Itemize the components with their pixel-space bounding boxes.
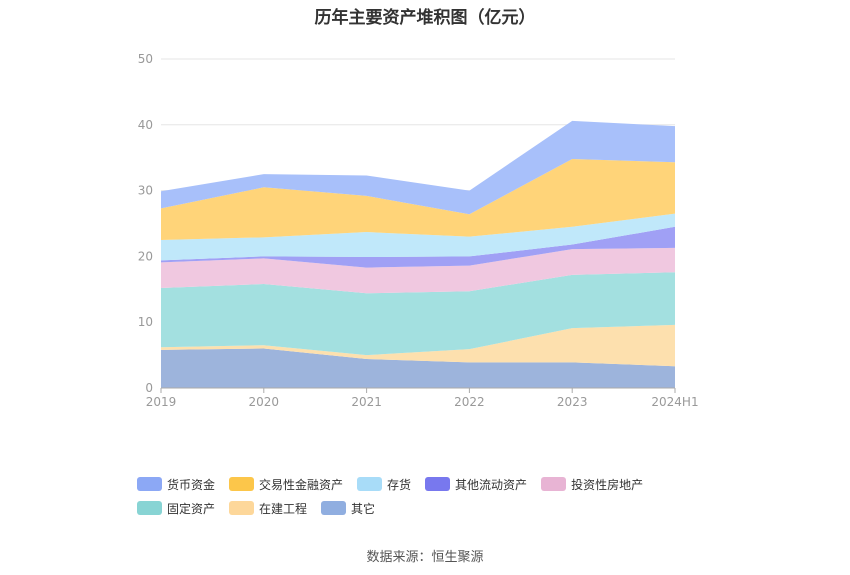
legend-label: 其它 bbox=[351, 501, 376, 516]
y-tick-label: 20 bbox=[138, 249, 153, 263]
legend-swatch bbox=[425, 477, 451, 491]
area-投资性房地产 bbox=[161, 247, 675, 294]
legend-label: 存货 bbox=[387, 477, 412, 492]
y-tick-label: 0 bbox=[145, 381, 153, 395]
legend-swatch bbox=[137, 501, 162, 515]
legend-item[interactable]: 交易性金融资产 bbox=[229, 472, 343, 496]
legend-swatch bbox=[229, 501, 255, 515]
x-tick-label: 2024H1 bbox=[651, 395, 698, 409]
x-tick-label: 2019 bbox=[146, 395, 177, 409]
stacked-area-chart: 0 10 20 30 40 50 2019 2020 2021 2022 2023 2024H1 bbox=[138, 52, 699, 409]
area-固定资产 bbox=[161, 272, 675, 356]
area-存货 bbox=[161, 213, 675, 261]
legend-swatch bbox=[541, 477, 567, 491]
legend-label: 固定资产 bbox=[167, 501, 216, 516]
legend-item[interactable]: 在建工程 bbox=[229, 496, 307, 520]
area-其他流动资产 bbox=[161, 226, 675, 268]
y-tick-label: 50 bbox=[138, 52, 153, 66]
legend-label: 其他流动资产 bbox=[455, 477, 528, 492]
area-series bbox=[161, 120, 675, 388]
y-tick-label: 40 bbox=[138, 118, 153, 132]
x-tick-label: 2020 bbox=[249, 395, 280, 409]
legend-item[interactable]: 货币资金 bbox=[137, 472, 215, 496]
area-交易性金融资产 bbox=[161, 159, 675, 240]
x-tick-label: 2022 bbox=[454, 395, 485, 409]
legend-item[interactable]: 投资性房地产 bbox=[541, 472, 643, 496]
y-tick-label: 10 bbox=[138, 315, 153, 329]
legend-item[interactable]: 固定资产 bbox=[137, 496, 215, 520]
legend-item[interactable]: 其它 bbox=[321, 496, 375, 520]
legend-label: 货币资金 bbox=[167, 477, 216, 492]
legend-item[interactable]: 其他流动资产 bbox=[425, 472, 527, 496]
area-货币资金 bbox=[161, 120, 675, 215]
y-tick-label: 30 bbox=[138, 184, 153, 198]
data-source: 数据来源：恒生聚源 bbox=[366, 550, 484, 565]
area-其它 bbox=[161, 348, 675, 388]
legend-swatch bbox=[357, 477, 383, 491]
legend-item[interactable]: 存货 bbox=[357, 472, 411, 496]
legend-label: 交易性金融资产 bbox=[259, 477, 344, 492]
x-tick-label: 2023 bbox=[557, 395, 588, 409]
chart-title: 历年主要资产堆积图（亿元） bbox=[314, 8, 536, 28]
axes: 0 10 20 30 40 50 2019 2020 2021 2022 2023 2024H1 bbox=[138, 52, 699, 409]
legend-swatch bbox=[137, 477, 162, 491]
legend-swatch bbox=[229, 477, 255, 491]
x-tick-label: 2021 bbox=[351, 395, 382, 409]
area-在建工程 bbox=[161, 324, 675, 367]
legend-label: 在建工程 bbox=[259, 501, 308, 516]
legend-label: 投资性房地产 bbox=[571, 477, 644, 492]
legend: 货币资金 交易性金融资产 存货 其他流动资产 投资性房地产固定资产 在建工程 其它 bbox=[137, 472, 737, 520]
legend-swatch bbox=[321, 501, 347, 515]
